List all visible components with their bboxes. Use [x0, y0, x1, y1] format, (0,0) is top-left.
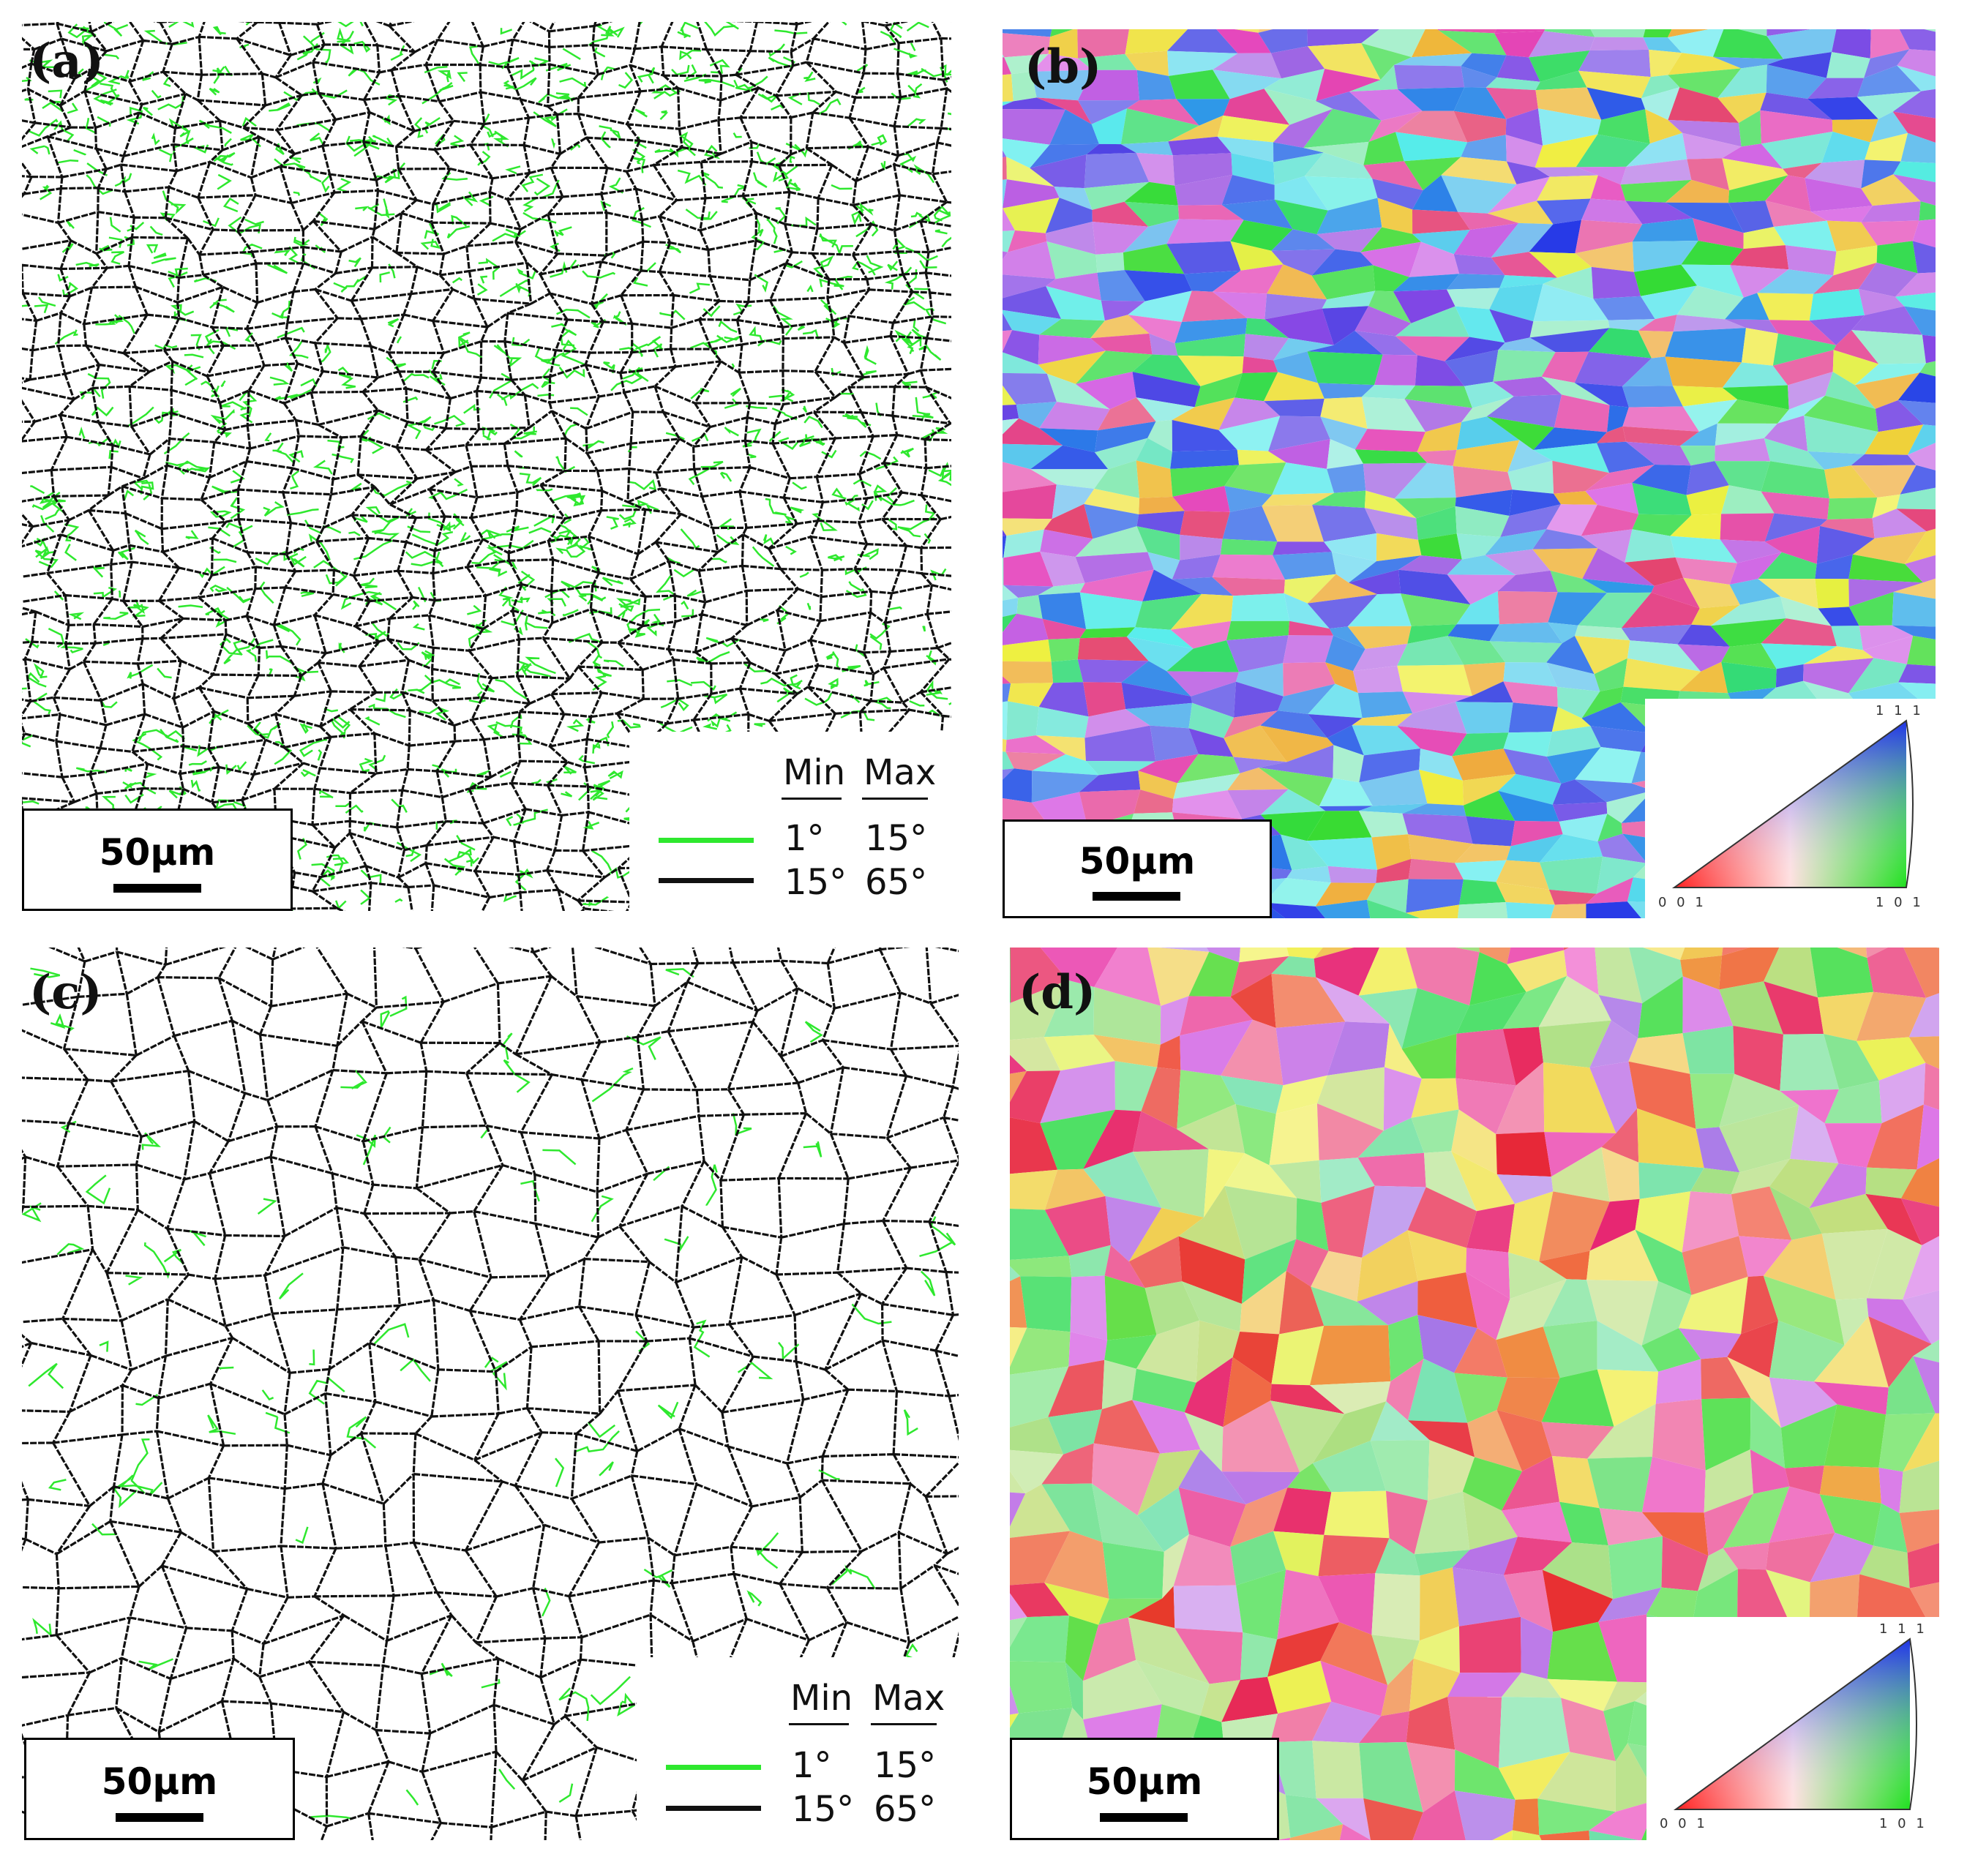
legend-max-underline-c: [871, 1723, 937, 1725]
legend-high-angle-swatch-c: [666, 1806, 761, 1811]
legend-row2-max-c: 65°: [874, 1789, 937, 1830]
scale-text-a: 50µm: [99, 831, 216, 874]
boundary-legend-c: Min Max 1° 15° 15° 65°: [637, 1657, 959, 1840]
ipf-key-d: 1 1 1 0 0 1 1 0 1: [1646, 1617, 1939, 1840]
legend-row1-max: 15°: [865, 818, 928, 859]
legend-min-underline: [782, 798, 842, 800]
scale-box-a: 50µm: [22, 808, 293, 911]
ipf-label-101-b: 1 0 1: [1876, 895, 1924, 910]
legend-min-header-c: Min: [790, 1678, 853, 1719]
panel-c: (c) 50µm Min Max 1° 15° 15° 65°: [22, 948, 959, 1840]
ipf-label-001-b: 0 0 1: [1658, 895, 1706, 910]
ipf-label-101-d: 1 0 1: [1879, 1816, 1927, 1831]
boundary-legend-a: Min Max 1° 15° 15° 65°: [629, 732, 951, 911]
orientation-map-d: [1010, 948, 1939, 1840]
legend-min-underline-c: [789, 1723, 849, 1725]
legend-row1-min-c: 1°: [792, 1745, 832, 1786]
panel-b: (b) 50µm 1 1 1 0 0 1 1 0 1: [1003, 29, 1936, 918]
legend-high-angle-swatch: [659, 878, 754, 883]
legend-row1-max-c: 15°: [874, 1745, 937, 1786]
grain-cells: [1010, 948, 1939, 1840]
scale-text-d: 50µm: [1086, 1760, 1203, 1803]
legend-max-header: Max: [863, 752, 937, 793]
panel-label-a: (a): [29, 34, 105, 89]
panel-label-b: (b): [1024, 40, 1102, 94]
ipf-label-111-d: 1 1 1: [1879, 1621, 1927, 1637]
scale-bar-b: [1093, 892, 1180, 901]
legend-max-underline: [862, 798, 928, 800]
panel-label-c: (c): [29, 965, 102, 1020]
scale-bar-c: [116, 1813, 203, 1822]
legend-row2-min-c: 15°: [792, 1789, 855, 1830]
ipf-triangle-d: [1673, 1637, 1917, 1810]
legend-row2-min: 15°: [784, 862, 847, 903]
panel-a: (a) 50µm Min Max 1° 15° 15° 65°: [22, 22, 951, 911]
scale-box-b: 50µm: [1003, 819, 1272, 918]
ipf-triangle-b: [1671, 719, 1914, 888]
low-angle-boundaries: [22, 967, 956, 1820]
panel-d: (d) 50µm 1 1 1 0 0 1 1 0 1: [1010, 948, 1939, 1840]
scale-bar-a: [113, 884, 201, 893]
legend-row1-min: 1°: [784, 818, 825, 859]
legend-max-header-c: Max: [872, 1678, 945, 1719]
legend-low-angle-swatch-c: [666, 1765, 761, 1770]
scale-text-c: 50µm: [101, 1760, 218, 1803]
high-angle-boundaries: [22, 22, 951, 911]
ipf-key-b: 1 1 1 0 0 1 1 0 1: [1645, 699, 1936, 918]
scale-box-d: 50µm: [1010, 1738, 1279, 1840]
scale-bar-d: [1100, 1813, 1188, 1822]
scale-text-b: 50µm: [1079, 840, 1196, 882]
legend-min-header: Min: [783, 752, 846, 793]
legend-low-angle-swatch: [659, 838, 754, 843]
scale-box-c: 50µm: [24, 1738, 295, 1840]
legend-row2-max: 65°: [865, 862, 928, 903]
ipf-label-111-b: 1 1 1: [1876, 703, 1924, 718]
panel-label-d: (d): [1019, 965, 1096, 1020]
ipf-label-001-d: 0 0 1: [1660, 1816, 1708, 1831]
